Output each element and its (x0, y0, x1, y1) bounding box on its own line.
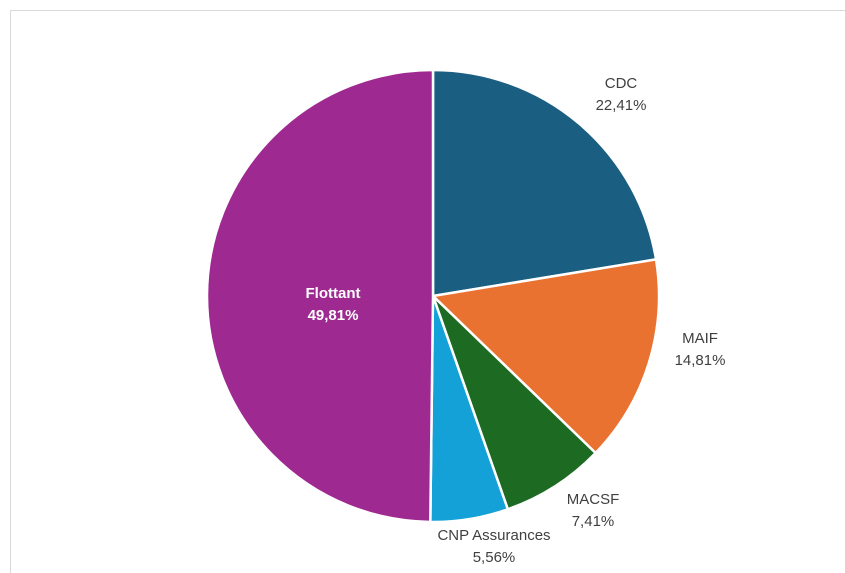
pie-slice-cdc (431, 68, 658, 298)
slice-label-name-flottant: Flottant (306, 285, 361, 302)
pie-slice-flottant (205, 68, 435, 524)
slice-label-value-maif: 14,81% (675, 352, 726, 369)
pie-slice-macsf (431, 294, 597, 511)
slice-label-name-maif: MAIF (682, 330, 718, 347)
pie-slice-maif (431, 258, 661, 455)
slice-label-name-cdc: CDC (605, 75, 638, 92)
pie-slices (205, 68, 661, 524)
slice-label-name-macsf: MACSF (567, 491, 620, 508)
slice-label-value-flottant: 49,81% (308, 307, 359, 324)
pie-labels: CDC 22,41% MAIF 14,81% MACSF 7,41% CNP Assuran… (306, 75, 726, 566)
slice-label-value-macsf: 7,41% (572, 513, 615, 530)
slice-label-value-cdc: 22,41% (596, 97, 647, 114)
slice-label-name-cnp-assurances: CNP Assurances (437, 527, 550, 544)
slice-label-value-cnp-assurances: 5,56% (473, 549, 516, 566)
